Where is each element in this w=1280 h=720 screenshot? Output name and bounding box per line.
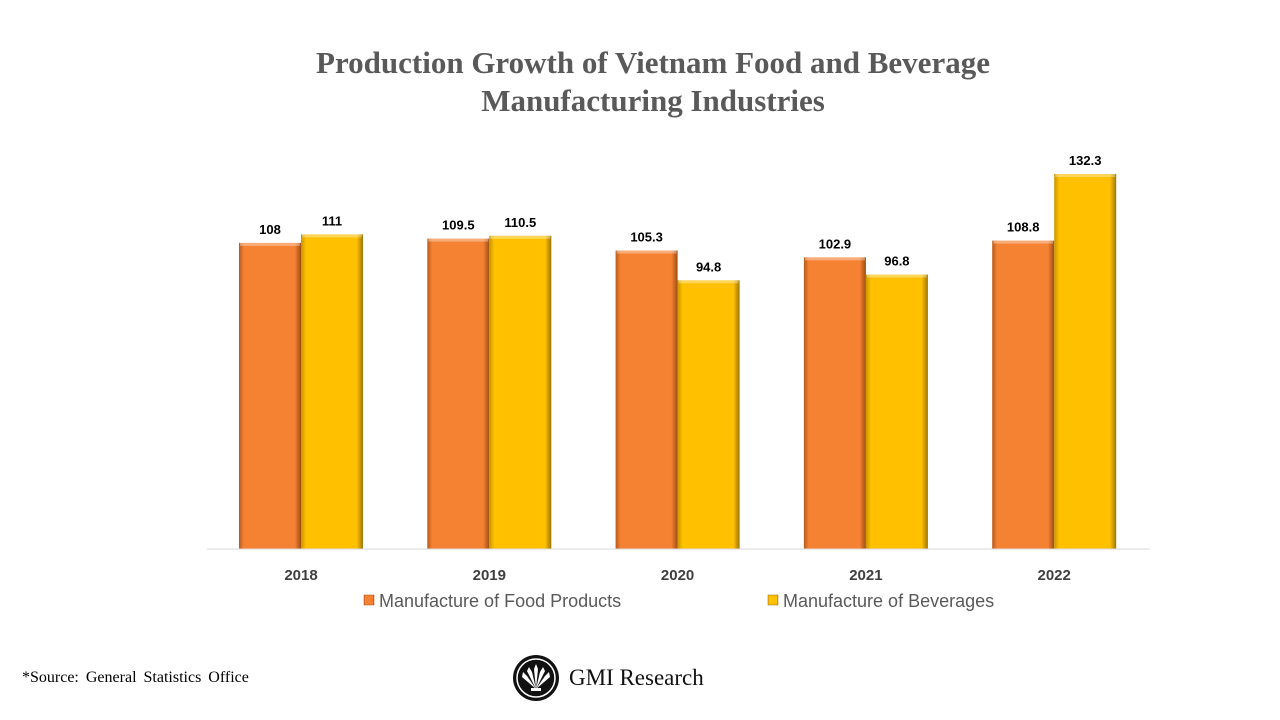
legend-label: Manufacture of Beverages bbox=[783, 591, 994, 611]
legend-swatch-beverages bbox=[767, 594, 779, 606]
bar-beverages-2021 bbox=[865, 274, 928, 549]
x-tick-label: 2018 bbox=[284, 567, 317, 584]
legend: Manufacture of Food Products Manufacture … bbox=[363, 591, 994, 611]
bar-beverages-2020 bbox=[677, 280, 740, 549]
gmi-logo-icon bbox=[513, 655, 559, 701]
data-label: 109.5 bbox=[442, 218, 475, 233]
data-label: 94.8 bbox=[696, 259, 721, 274]
legend-label: Manufacture of Food Products bbox=[379, 591, 621, 611]
data-label: 110.5 bbox=[504, 215, 536, 230]
bar-food-2019 bbox=[427, 238, 490, 549]
bar-highlight bbox=[678, 280, 739, 284]
x-tick-label: 2022 bbox=[1038, 567, 1071, 584]
bar-food-2022 bbox=[992, 240, 1055, 549]
legend-swatch-food bbox=[363, 594, 375, 606]
x-tick-label: 2019 bbox=[473, 567, 506, 584]
bar-beverages-2022 bbox=[1054, 174, 1117, 549]
bar-food-2020 bbox=[615, 250, 678, 549]
data-label: 132.3 bbox=[1069, 153, 1102, 168]
bar-highlight bbox=[490, 235, 551, 239]
data-label: 108 bbox=[259, 222, 281, 237]
bar-highlight bbox=[616, 250, 677, 254]
x-tick-label: 2021 bbox=[849, 567, 882, 584]
data-label: 96.8 bbox=[884, 254, 909, 269]
bar-highlight bbox=[302, 234, 362, 238]
data-label: 111 bbox=[322, 213, 342, 228]
bar-food-2018 bbox=[239, 242, 301, 549]
source-note: *Source: General Statistics Office bbox=[22, 669, 249, 686]
bar-highlight bbox=[804, 257, 865, 261]
data-label: 108.8 bbox=[1007, 220, 1040, 235]
chart-title-line-1: Production Growth of Vietnam Food and Be… bbox=[316, 45, 990, 80]
gmi-logo: GMI Research bbox=[513, 655, 704, 701]
chart-title: Production Growth of Vietnam Food and Be… bbox=[0, 44, 1280, 120]
bar-beverages-2018 bbox=[301, 234, 363, 549]
bar-highlight bbox=[993, 240, 1054, 244]
bar-food-2021 bbox=[803, 257, 866, 549]
data-label: 102.9 bbox=[819, 236, 852, 251]
bar-highlight bbox=[428, 238, 489, 242]
bar-highlight bbox=[1055, 174, 1116, 177]
bar-highlight bbox=[240, 242, 300, 246]
bar-beverages-2019 bbox=[489, 235, 552, 549]
x-tick-label: 2020 bbox=[661, 567, 694, 584]
data-label: 105.3 bbox=[630, 230, 663, 245]
logo-text: GMI Research bbox=[569, 665, 704, 690]
chart-title-line-2: Manufacturing Industries bbox=[481, 83, 825, 118]
bar-highlight bbox=[866, 274, 927, 278]
